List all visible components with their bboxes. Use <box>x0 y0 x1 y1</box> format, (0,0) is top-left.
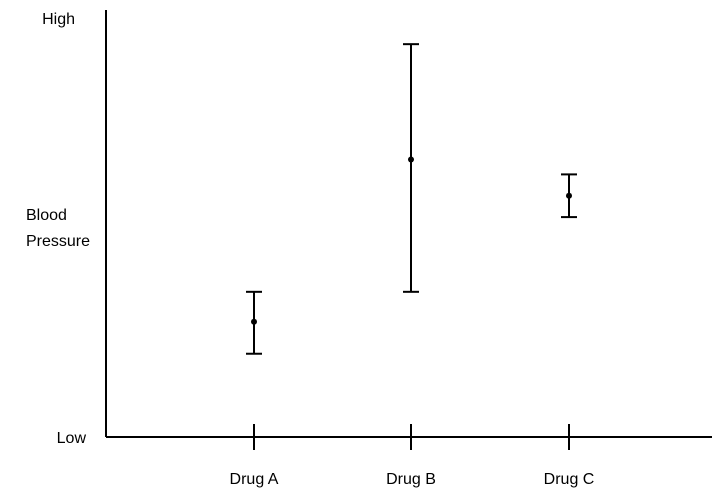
data-point <box>566 192 572 199</box>
error-bar-group <box>403 43 419 293</box>
error-bar-group <box>561 173 577 219</box>
x-tick-label: Drug A <box>230 471 279 488</box>
data-marks <box>246 43 577 355</box>
axes <box>105 10 712 438</box>
x-ticks: Drug A Drug B Drug C <box>230 424 595 488</box>
x-tick-label: Drug B <box>386 471 436 488</box>
y-axis-title-line-2: Pressure <box>26 233 90 250</box>
data-point <box>251 318 257 325</box>
y-axis-title-line-1: Blood <box>26 207 67 224</box>
error-bar-group <box>246 290 262 355</box>
y-tick-label-high: High <box>42 11 75 28</box>
y-tick-label-low: Low <box>57 430 87 447</box>
x-tick-label: Drug C <box>544 471 595 488</box>
data-point <box>408 156 414 163</box>
